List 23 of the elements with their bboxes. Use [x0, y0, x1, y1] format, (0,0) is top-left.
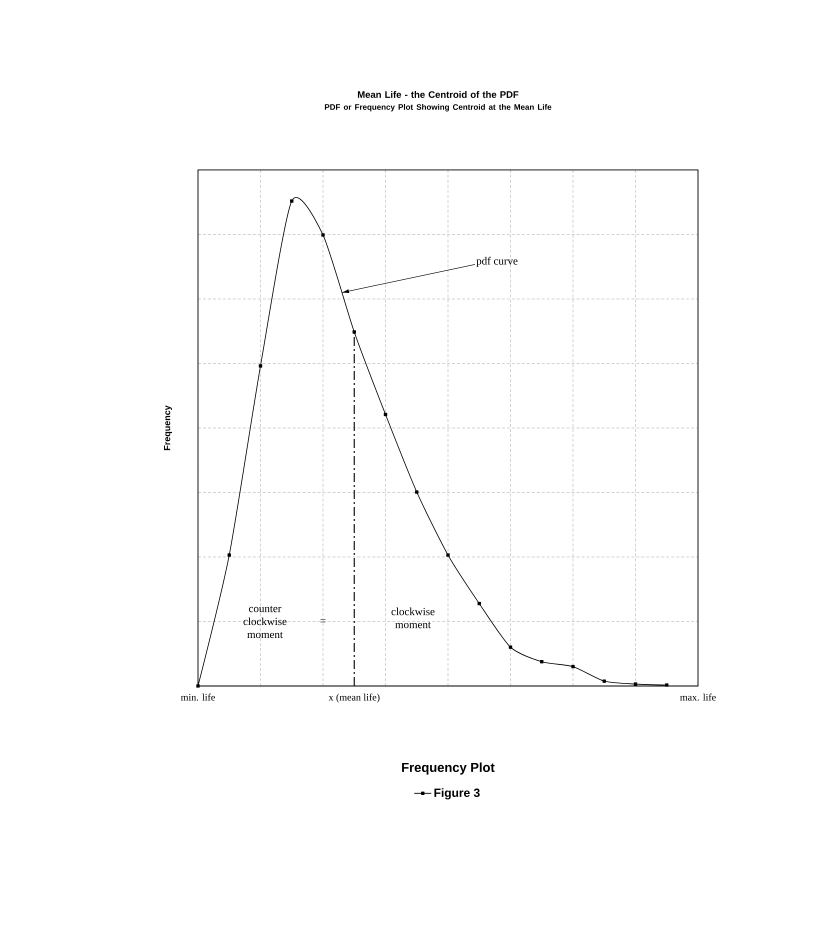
point [415, 490, 418, 494]
x-tick-label: max. life [680, 694, 716, 701]
point [602, 679, 606, 683]
point [571, 664, 575, 668]
point [228, 553, 231, 557]
annotation: = [320, 620, 326, 622]
y-axis-title: Frequency [164, 405, 172, 450]
annotation: clockwise moment [392, 608, 435, 628]
point [384, 412, 388, 416]
point [290, 199, 294, 203]
point [540, 660, 544, 664]
point [352, 330, 356, 334]
x-tick-label: min. life [180, 694, 215, 701]
chart-title: Mean Life - the Centroid of the PDF [358, 90, 518, 98]
x-tick-label: x (mean life) [328, 694, 380, 703]
x-axis-title: Frequency Plot [402, 762, 495, 775]
legend-label: Figure 3 [434, 788, 480, 800]
annotation: pdf curve [476, 256, 518, 267]
point [478, 602, 481, 606]
annotation: counter clockwise moment [244, 606, 287, 638]
point [508, 646, 512, 649]
point [258, 364, 262, 368]
point [665, 683, 668, 687]
